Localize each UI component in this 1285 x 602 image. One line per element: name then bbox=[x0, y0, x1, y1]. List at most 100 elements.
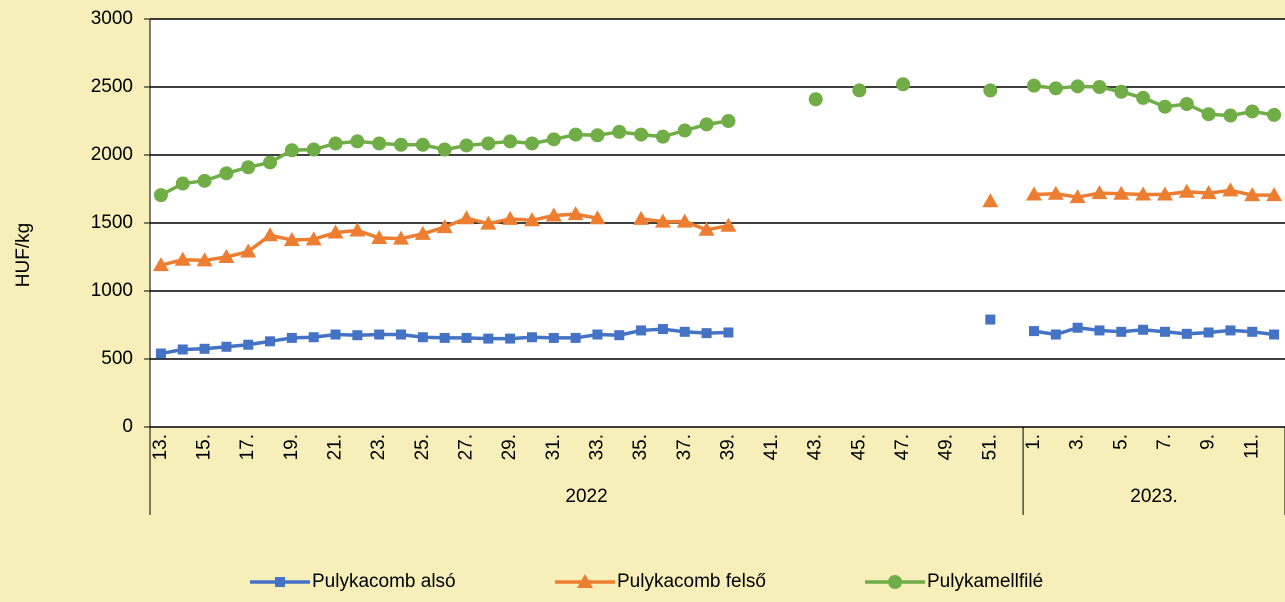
x-tick-label: 5. bbox=[1110, 434, 1131, 450]
data-point bbox=[1091, 185, 1108, 200]
x-tick-label: 51. bbox=[979, 434, 1000, 460]
x-tick-label: 47. bbox=[892, 434, 913, 460]
data-point bbox=[1136, 90, 1151, 105]
y-tick-label: 3000 bbox=[91, 8, 133, 29]
data-point bbox=[1028, 326, 1039, 337]
data-point bbox=[305, 231, 322, 246]
legend-label: Pulykacomb alsó bbox=[312, 571, 456, 592]
y-tick-label: 2000 bbox=[91, 144, 133, 165]
data-point bbox=[1156, 186, 1173, 201]
data-point bbox=[481, 136, 496, 151]
data-point bbox=[437, 142, 452, 157]
y-tick-label: 2500 bbox=[91, 76, 133, 97]
data-point bbox=[221, 341, 232, 352]
data-point bbox=[1244, 187, 1261, 202]
x-tick-label: 31. bbox=[543, 434, 564, 460]
x-tick-label: 17. bbox=[237, 434, 258, 460]
data-point bbox=[614, 330, 625, 341]
data-point bbox=[265, 336, 276, 347]
data-point bbox=[1138, 324, 1149, 335]
data-point bbox=[592, 329, 603, 340]
y-tick-label: 500 bbox=[101, 348, 133, 369]
data-point bbox=[308, 332, 319, 343]
data-point bbox=[723, 327, 734, 338]
data-point bbox=[503, 134, 518, 149]
x-tick-label: 27. bbox=[456, 434, 477, 460]
data-point bbox=[636, 325, 647, 336]
data-point bbox=[414, 225, 431, 240]
x-tick-label: 43. bbox=[805, 434, 826, 460]
data-point bbox=[589, 210, 606, 225]
data-point bbox=[415, 137, 430, 152]
x-tick-label: 19. bbox=[281, 434, 302, 460]
data-point bbox=[1159, 326, 1170, 337]
data-point bbox=[458, 210, 475, 225]
data-point bbox=[983, 83, 998, 98]
data-point bbox=[1201, 107, 1216, 122]
y-tick-label: 0 bbox=[122, 416, 133, 437]
data-point bbox=[701, 328, 712, 339]
data-point bbox=[174, 251, 191, 266]
data-point bbox=[153, 188, 168, 203]
x-tick-label: 49. bbox=[936, 434, 957, 460]
data-point bbox=[396, 329, 407, 340]
data-point bbox=[284, 143, 299, 158]
data-point bbox=[349, 222, 366, 237]
data-point bbox=[1222, 182, 1239, 197]
data-point bbox=[1266, 187, 1283, 202]
data-point bbox=[657, 324, 668, 335]
data-point bbox=[1094, 325, 1105, 336]
data-point bbox=[548, 332, 559, 343]
data-point bbox=[568, 127, 583, 142]
data-point bbox=[524, 136, 539, 151]
data-point bbox=[1092, 80, 1107, 94]
x-tick-label: 21. bbox=[325, 434, 346, 460]
data-point bbox=[1269, 329, 1280, 340]
data-point bbox=[439, 332, 450, 343]
data-point bbox=[393, 230, 410, 245]
data-point bbox=[1181, 328, 1192, 339]
x-tick-label: 37. bbox=[674, 434, 695, 460]
data-point bbox=[985, 314, 996, 325]
data-point bbox=[721, 114, 736, 128]
data-point bbox=[634, 127, 649, 142]
x-tick-label: 39. bbox=[717, 434, 738, 460]
data-point bbox=[328, 136, 343, 151]
x-tick-label: 7. bbox=[1154, 434, 1175, 450]
data-point bbox=[698, 221, 715, 236]
data-point bbox=[1247, 326, 1258, 337]
data-point bbox=[262, 227, 279, 242]
data-point bbox=[152, 257, 169, 272]
data-point bbox=[655, 129, 670, 144]
legend-marker bbox=[577, 574, 593, 588]
legend-marker bbox=[275, 577, 285, 587]
data-point bbox=[350, 134, 365, 149]
data-point bbox=[374, 329, 385, 340]
legend-marker bbox=[888, 575, 902, 589]
data-point bbox=[1025, 186, 1042, 201]
data-point bbox=[480, 215, 497, 230]
data-point bbox=[1026, 78, 1041, 93]
x-tick-label: 15. bbox=[194, 434, 215, 460]
data-point bbox=[633, 210, 650, 225]
data-point bbox=[676, 213, 693, 228]
legend-label: Pulykacomb felső bbox=[617, 571, 766, 592]
data-point bbox=[283, 232, 300, 246]
group-label: 2023. bbox=[1130, 486, 1178, 507]
data-point bbox=[699, 117, 714, 132]
x-tick-label: 11. bbox=[1241, 434, 1262, 459]
x-tick-label: 35. bbox=[630, 434, 651, 460]
x-tick-label: 9. bbox=[1198, 434, 1219, 450]
data-point bbox=[240, 243, 257, 258]
legend-label: Pulykamellfilé bbox=[927, 571, 1043, 592]
y-tick-label: 1000 bbox=[91, 280, 133, 301]
data-point bbox=[196, 252, 213, 267]
data-point bbox=[1113, 185, 1130, 200]
data-point bbox=[590, 128, 605, 143]
data-point bbox=[327, 224, 344, 239]
data-point bbox=[352, 330, 363, 341]
data-point bbox=[1047, 185, 1064, 200]
data-point bbox=[808, 92, 823, 107]
data-point bbox=[526, 332, 537, 343]
